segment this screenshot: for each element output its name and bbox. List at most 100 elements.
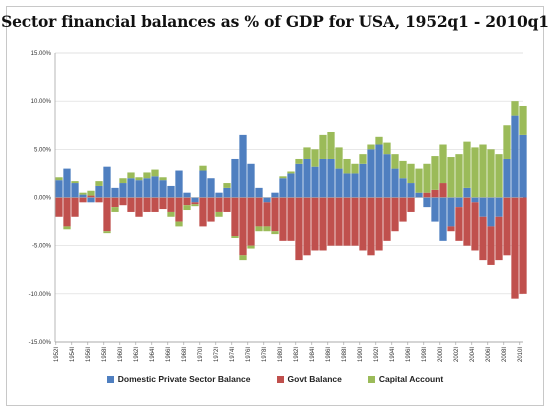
bar-domestic [327, 158, 335, 198]
bar-capital [183, 205, 191, 211]
bar-domestic [223, 187, 231, 198]
bar-capital [215, 211, 223, 217]
bar-capital [439, 144, 447, 184]
bar-govt [287, 197, 295, 241]
bar-capital [335, 147, 343, 169]
bar-govt [495, 216, 503, 261]
bar-domestic [103, 166, 111, 198]
bar-domestic [119, 183, 127, 198]
bar-capital [199, 165, 207, 171]
bar-domestic [63, 168, 71, 198]
x-tick-label: 1952I [54, 347, 60, 362]
bar-capital [231, 236, 239, 238]
x-tick-label: 1988I [342, 347, 348, 362]
bar-domestic [351, 173, 359, 198]
bar-govt [87, 195, 95, 198]
bar-govt [391, 197, 399, 232]
x-tick-label: 1976I [246, 347, 252, 362]
bar-govt [375, 197, 383, 251]
y-axis: 15.00% 10.00% 5.00% 0.00% -5.00% -10.00% -15.0… [29, 51, 56, 346]
bar-domestic [463, 187, 471, 198]
bars [55, 101, 527, 299]
bar-capital [447, 157, 455, 198]
bar-domestic [127, 178, 135, 198]
bar-domestic [335, 168, 343, 198]
bar-govt [135, 197, 143, 217]
bar-capital [95, 181, 103, 186]
bar-domestic [207, 178, 215, 198]
x-tick-label: 1962I [134, 347, 140, 362]
bar-capital [455, 154, 463, 198]
bar-govt [423, 192, 431, 198]
bar-domestic [423, 197, 431, 208]
bar-capital [255, 226, 263, 232]
bar-domestic [271, 192, 279, 198]
bar-capital [263, 226, 271, 232]
bar-domestic [71, 183, 79, 198]
bar-capital [423, 163, 431, 193]
x-tick-label: 1954I [70, 347, 76, 362]
bar-domestic [447, 197, 455, 227]
legend-label-capital: Capital Account [378, 374, 444, 384]
bar-capital [119, 178, 127, 184]
bar-domestic [151, 176, 159, 198]
bar-govt [143, 197, 151, 212]
bar-domestic [311, 166, 319, 198]
bar-domestic [159, 180, 167, 198]
bar-capital [271, 231, 279, 235]
bar-govt [487, 226, 495, 265]
bar-capital [135, 177, 143, 181]
bar-govt [399, 197, 407, 222]
bar-capital [383, 142, 391, 155]
bar-domestic [175, 170, 183, 198]
bar-govt [119, 197, 127, 206]
bar-govt [247, 197, 255, 246]
bar-capital [223, 183, 231, 188]
bar-domestic [343, 173, 351, 198]
bar-capital [399, 160, 407, 179]
bar-domestic [487, 197, 495, 227]
x-tick-label: 1996I [406, 347, 412, 362]
chart-title: Sector financial balances as % of GDP fo… [1, 12, 549, 31]
bar-domestic [503, 158, 511, 198]
legend-swatch-govt [276, 375, 284, 383]
bar-govt [223, 197, 231, 212]
bar-govt [231, 197, 239, 237]
bar-domestic [239, 134, 247, 198]
bar-govt [175, 197, 183, 222]
bar-capital [79, 192, 87, 195]
bar-govt [159, 197, 167, 210]
bar-capital [63, 226, 71, 230]
bar-govt [151, 197, 159, 212]
bar-domestic [87, 197, 95, 203]
legend: Domestic Private Sector Balance Govt Bal… [0, 374, 550, 384]
bar-govt [71, 197, 79, 217]
bar-capital [303, 147, 311, 159]
bar-domestic [215, 192, 223, 198]
bar-domestic [255, 187, 263, 198]
legend-label-govt: Govt Balance [287, 374, 342, 384]
bar-capital [519, 105, 527, 135]
bar-govt [359, 197, 367, 251]
bar-domestic [191, 197, 199, 203]
bar-domestic [407, 183, 415, 198]
bar-govt [79, 197, 87, 203]
y-tick-label: 0.00% [34, 196, 52, 202]
bar-capital [143, 172, 151, 179]
bar-govt [111, 197, 119, 208]
legend-item-capital: Capital Account [367, 374, 444, 384]
bar-govt [343, 197, 351, 246]
x-tick-label: 1968I [182, 347, 188, 362]
bar-capital [463, 141, 471, 188]
bar-domestic [415, 192, 423, 198]
bar-govt [207, 197, 215, 222]
x-tick-label: 2010I [518, 347, 524, 362]
bar-capital [191, 204, 199, 207]
bar-domestic [391, 168, 399, 198]
bar-domestic [511, 115, 519, 198]
bar-domestic [167, 185, 175, 198]
bar-capital [159, 177, 167, 181]
bar-domestic [95, 185, 103, 198]
x-tick-label: 1978I [262, 347, 268, 362]
